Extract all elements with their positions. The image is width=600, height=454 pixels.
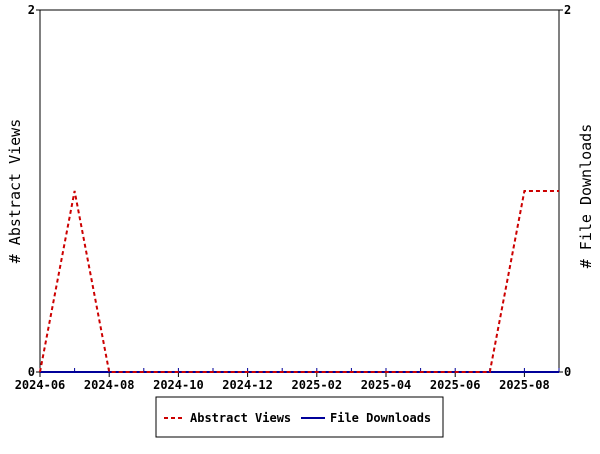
- x-tick-label: 2025-04: [361, 378, 412, 392]
- y-tick-label: 2: [28, 3, 35, 17]
- legend-box: [155, 396, 444, 438]
- x-axis-ticks: 2024-06 2024-08 2024-10 2024-12 2025-02 2025-…: [15, 368, 560, 392]
- series-line-abstract-views: [39, 190, 559, 373]
- x-tick-label: 2025-06: [430, 378, 481, 392]
- plot-area: [39, 9, 560, 373]
- y2-axis-title: # File Downloads: [577, 124, 595, 269]
- y2-tick-label: 0: [564, 365, 571, 379]
- y-axis-title: # Abstract Views: [6, 119, 24, 264]
- series-layer: [39, 190, 559, 373]
- x-tick-label: 2024-08: [84, 378, 135, 392]
- y-axis-ticks: 0 2 0 2: [28, 3, 571, 379]
- y2-tick-label: 2: [564, 3, 571, 17]
- legend-label-file-downloads: File Downloads: [330, 411, 431, 425]
- x-tick-label: 2025-02: [292, 378, 343, 392]
- x-tick-label: 2024-10: [153, 378, 204, 392]
- y-tick-label: 0: [28, 365, 35, 379]
- legend: Abstract Views File Downloads: [155, 396, 444, 438]
- legend-label-abstract-views: Abstract Views: [190, 411, 291, 425]
- x-tick-label: 2024-06: [15, 378, 66, 392]
- x-tick-label: 2025-08: [499, 378, 550, 392]
- x-tick-label: 2024-12: [222, 378, 273, 392]
